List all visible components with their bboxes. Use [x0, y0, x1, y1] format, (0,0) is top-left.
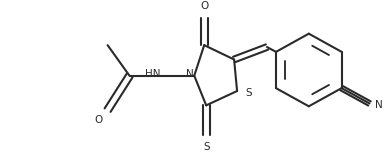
- Text: O: O: [94, 115, 103, 125]
- Text: HN: HN: [145, 69, 161, 79]
- Text: S: S: [245, 88, 252, 98]
- Text: S: S: [203, 142, 209, 152]
- Text: N: N: [375, 100, 383, 110]
- Text: O: O: [200, 1, 208, 11]
- Text: N: N: [186, 69, 193, 79]
